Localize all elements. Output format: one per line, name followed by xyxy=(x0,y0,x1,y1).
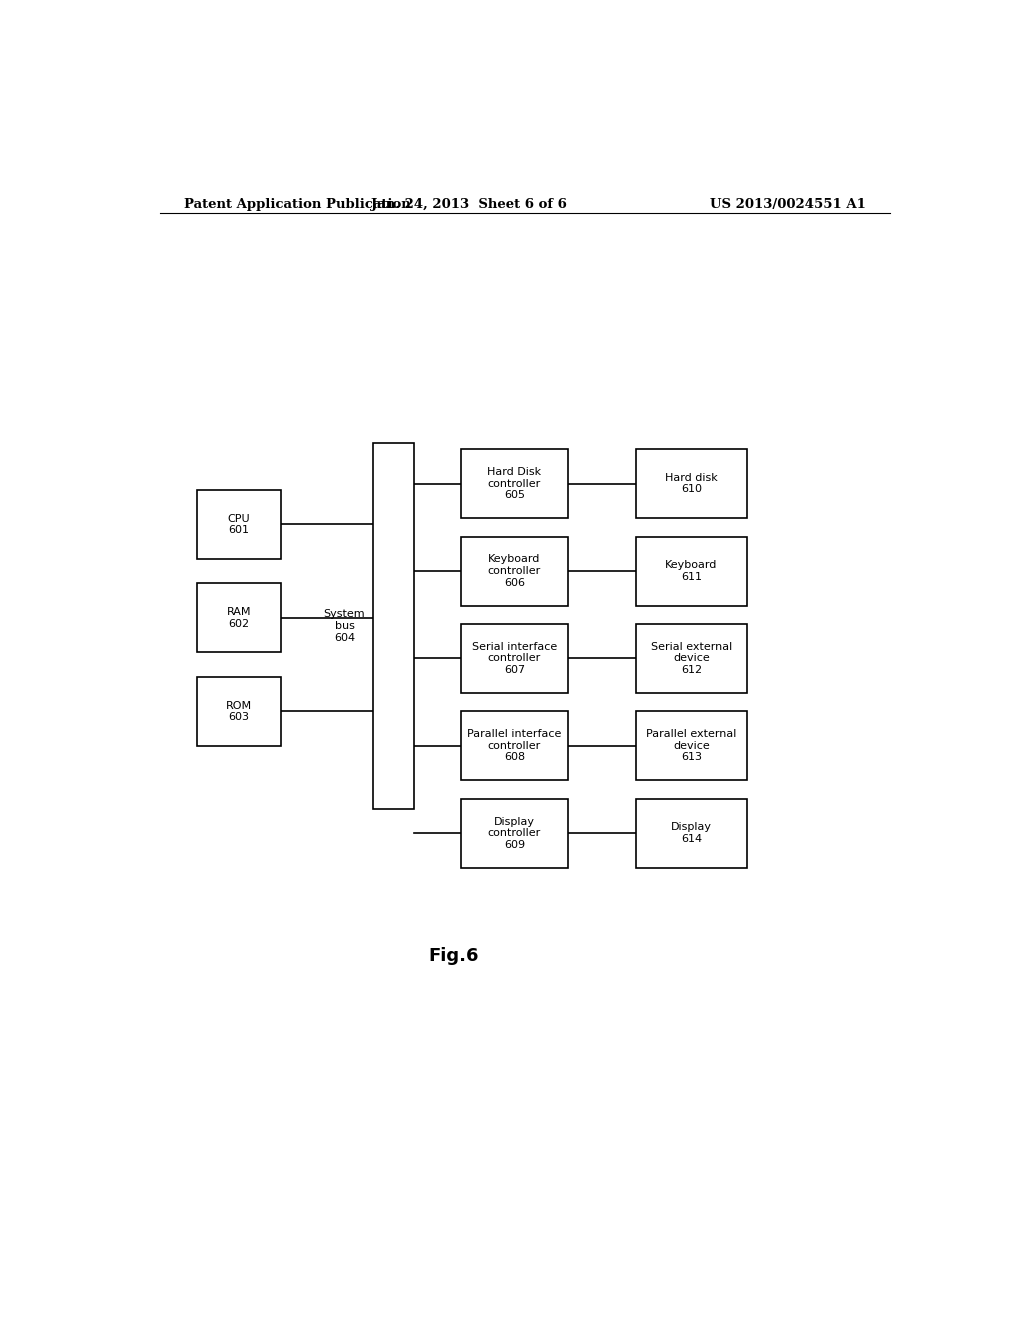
Text: ROM
603: ROM 603 xyxy=(226,701,252,722)
Text: Hard Disk
controller
605: Hard Disk controller 605 xyxy=(487,467,542,500)
Text: Serial interface
controller
607: Serial interface controller 607 xyxy=(472,642,557,675)
Text: Hard disk
610: Hard disk 610 xyxy=(665,473,718,495)
Text: Display
controller
609: Display controller 609 xyxy=(487,817,541,850)
Text: CPU
601: CPU 601 xyxy=(227,513,251,535)
FancyBboxPatch shape xyxy=(198,490,281,558)
FancyBboxPatch shape xyxy=(461,536,568,606)
FancyBboxPatch shape xyxy=(636,799,746,867)
Text: Display
614: Display 614 xyxy=(671,822,712,843)
FancyBboxPatch shape xyxy=(198,677,281,746)
Text: Parallel interface
controller
608: Parallel interface controller 608 xyxy=(467,729,562,763)
FancyBboxPatch shape xyxy=(636,536,746,606)
FancyBboxPatch shape xyxy=(636,711,746,780)
Text: Jan. 24, 2013  Sheet 6 of 6: Jan. 24, 2013 Sheet 6 of 6 xyxy=(372,198,567,211)
FancyBboxPatch shape xyxy=(373,444,415,809)
FancyBboxPatch shape xyxy=(461,711,568,780)
Text: Keyboard
controller
606: Keyboard controller 606 xyxy=(487,554,541,587)
FancyBboxPatch shape xyxy=(198,583,281,652)
Text: Fig.6: Fig.6 xyxy=(428,948,478,965)
FancyBboxPatch shape xyxy=(636,449,746,519)
FancyBboxPatch shape xyxy=(636,624,746,693)
Text: Keyboard
611: Keyboard 611 xyxy=(666,560,718,582)
Text: Parallel external
device
613: Parallel external device 613 xyxy=(646,729,736,763)
Text: System
bus
604: System bus 604 xyxy=(324,610,366,643)
FancyBboxPatch shape xyxy=(461,449,568,519)
Text: Serial external
device
612: Serial external device 612 xyxy=(651,642,732,675)
FancyBboxPatch shape xyxy=(461,799,568,867)
Text: RAM
602: RAM 602 xyxy=(227,607,251,628)
Text: Patent Application Publication: Patent Application Publication xyxy=(183,198,411,211)
Text: US 2013/0024551 A1: US 2013/0024551 A1 xyxy=(711,198,866,211)
FancyBboxPatch shape xyxy=(461,624,568,693)
